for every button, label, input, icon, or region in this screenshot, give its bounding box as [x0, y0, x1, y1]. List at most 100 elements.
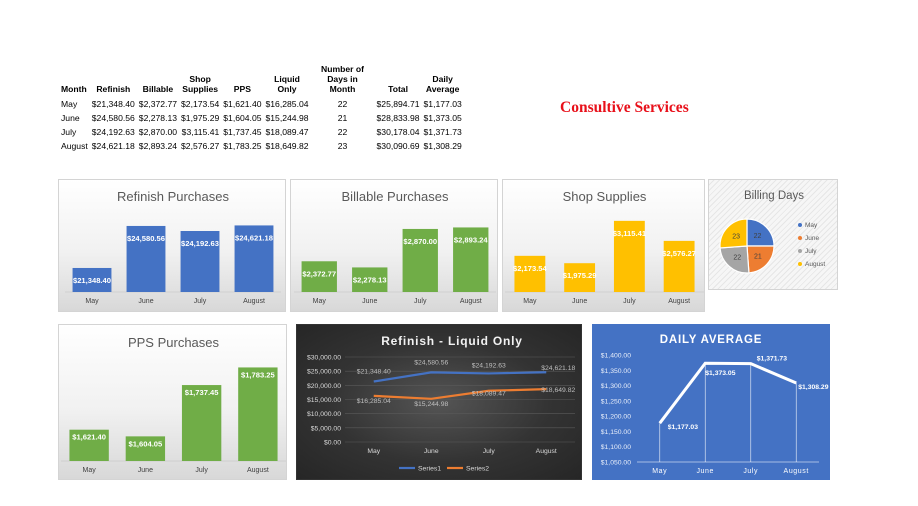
table-cell: $2,173.54 [181, 99, 220, 109]
bar-august [238, 367, 278, 461]
y-tick-label: $1,100.00 [601, 444, 631, 451]
summary-header-row: Month Refinish Billable Shop Supplies PP… [58, 64, 464, 97]
data-label: $18,089.47 [472, 391, 506, 398]
data-label: $24,621.18 [541, 365, 575, 372]
billing-days-chart-svg: Billing Days 22 21 22 23 May June July August [719, 190, 825, 274]
x-tick-label: May [652, 468, 667, 475]
header-billable: Billable [142, 84, 174, 94]
y-tick-label: $1,050.00 [601, 460, 631, 467]
bar-june [564, 263, 596, 292]
table-cell: $24,580.56 [91, 113, 135, 123]
refinish-chart: Refinish Purchases $21,348.40 May $24,580.5… [58, 179, 286, 312]
legend-label: Series1 [418, 466, 441, 473]
x-tick-label: May [85, 298, 99, 305]
header-daily-average: Daily Average [425, 74, 460, 94]
data-label: $1,621.40 [72, 433, 106, 442]
x-tick-label: June [362, 298, 377, 305]
daily-average-chart-svg: DAILY AVERAGE $1,050.00 $1,100.00 $1,150.00… [601, 334, 829, 475]
daily-average-chart: DAILY AVERAGE $1,050.00 $1,100.00 $1,150.00… [592, 324, 830, 480]
data-label: $2,372.77 [302, 269, 336, 278]
bar-august [453, 227, 489, 292]
x-tick-label: June [138, 467, 153, 474]
summary-table: Month Refinish Billable Shop Supplies PP… [58, 64, 464, 153]
table-cell: 21 [337, 113, 348, 123]
x-tick-label: June [138, 298, 153, 305]
legend-marker [798, 236, 802, 240]
x-tick-label: June [424, 448, 439, 455]
table-cell: $16,285.04 [265, 99, 309, 109]
table-row: July $24,192.63 $2,870.00 $3,115.41 $1,7… [58, 125, 464, 139]
y-tick-label: $1,300.00 [601, 383, 631, 390]
x-tick-label: May [313, 298, 327, 305]
table-cell: $1,371.73 [423, 127, 462, 137]
data-label: $16,285.04 [357, 398, 391, 405]
y-tick-label: $15,000.00 [307, 397, 341, 404]
chart-title: Billable Purchases [342, 189, 449, 204]
y-tick-label: $5,000.00 [311, 425, 341, 432]
table-cell: $30,090.69 [376, 141, 420, 151]
data-label: $1,371.73 [757, 356, 787, 363]
table-cell: $3,115.41 [181, 127, 220, 137]
pie-data-label: 22 [754, 233, 762, 240]
legend-label: August [805, 261, 825, 268]
legend-label: May [805, 222, 818, 229]
header-days: Number of Days in Month [321, 64, 364, 94]
legend-label: July [805, 248, 817, 255]
legend-label: Series2 [466, 466, 489, 473]
table-cell: 23 [337, 141, 348, 151]
bar-may [72, 267, 112, 292]
data-label: $1,373.05 [705, 370, 735, 377]
bar-july [181, 385, 222, 461]
data-label: $2,576.27 [662, 249, 696, 258]
data-label: $1,177.03 [668, 424, 698, 431]
bar-june [125, 436, 166, 461]
x-tick-label: May [523, 298, 537, 305]
bar-may [69, 429, 109, 461]
table-cell: July [61, 127, 77, 137]
x-tick-label: June [696, 468, 714, 475]
liquid-only-chart-svg: Refinish - Liquid Only $0.00 $5,000.00 $10,… [307, 334, 576, 473]
bar-july [180, 230, 220, 292]
header-refinish: Refinish [96, 84, 131, 94]
y-tick-label: $1,250.00 [601, 398, 631, 405]
table-cell: 22 [337, 127, 348, 137]
table-row: August $24,621.18 $2,893.24 $2,576.27 $1… [58, 139, 464, 153]
header-total: Total [388, 84, 408, 94]
table-cell: $2,893.24 [138, 141, 178, 151]
chart-title: Shop Supplies [563, 189, 647, 204]
pie-slice-june [746, 245, 775, 274]
x-tick-label: August [243, 298, 265, 305]
header-shop-supplies: Shop Supplies [182, 74, 219, 94]
bar-may [301, 261, 337, 292]
table-cell: $30,178.04 [376, 127, 420, 137]
chart-title: DAILY AVERAGE [660, 334, 762, 346]
chart-title: PPS Purchases [128, 335, 220, 350]
chart-title: Refinish Purchases [117, 189, 229, 204]
table-cell: $21,348.40 [91, 99, 135, 109]
data-label: $24,192.63 [181, 239, 219, 248]
x-tick-label: July [195, 467, 208, 474]
table-cell: $18,649.82 [265, 141, 309, 151]
table-cell: $2,576.27 [181, 141, 220, 151]
table-cell: $1,621.40 [223, 99, 262, 109]
data-label: $18,649.82 [541, 387, 575, 394]
table-cell: $2,870.00 [138, 127, 178, 137]
pie-data-label: 22 [733, 255, 741, 262]
pie-slice-august [719, 218, 748, 249]
series-line-series2 [373, 388, 547, 400]
x-tick-label: August [247, 467, 269, 474]
y-tick-label: $1,200.00 [601, 414, 631, 421]
x-tick-label: July [623, 298, 636, 305]
data-label: $1,783.25 [241, 370, 276, 379]
data-label: $21,348.40 [357, 369, 391, 376]
x-tick-label: August [668, 298, 690, 305]
bar-august [234, 225, 274, 292]
bar-june [352, 267, 388, 292]
chart-title: Billing Days [744, 190, 804, 202]
x-tick-label: May [367, 448, 380, 455]
header-month: Month [61, 84, 87, 94]
y-tick-label: $20,000.00 [307, 383, 341, 390]
pie-slice-july [719, 245, 750, 274]
x-tick-label: May [83, 467, 97, 474]
pie-data-label: 21 [754, 254, 762, 261]
